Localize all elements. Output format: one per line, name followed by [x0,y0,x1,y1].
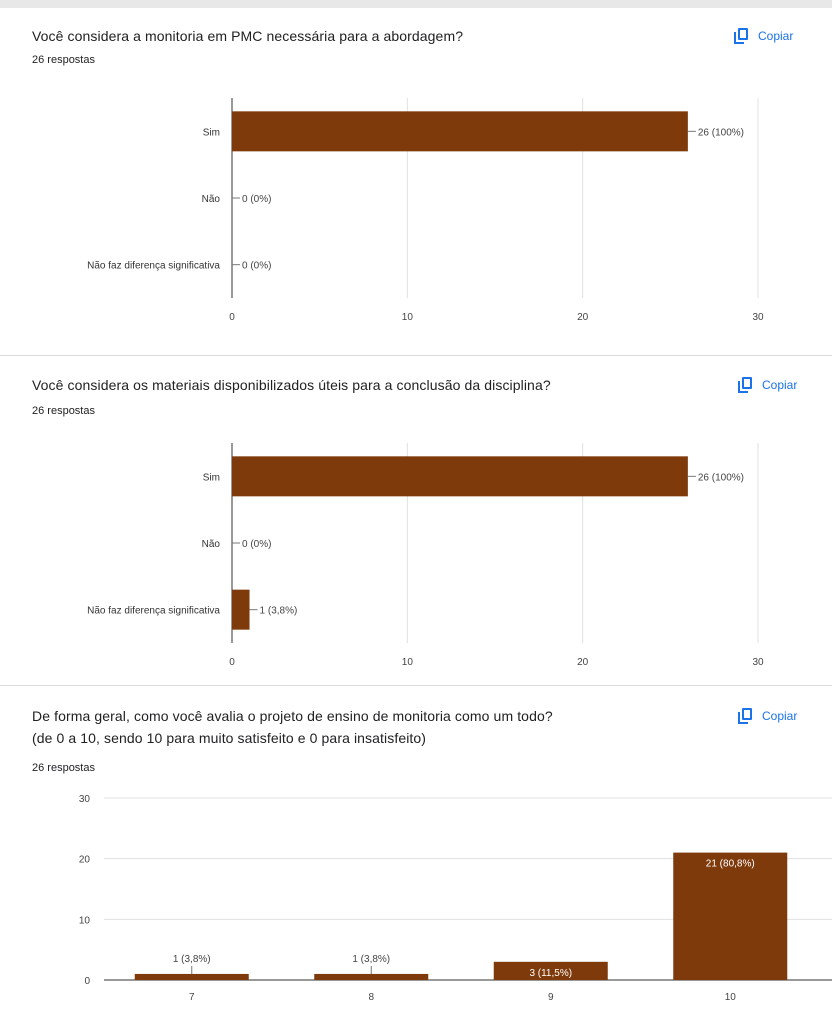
y-tick-label: 20 [79,855,91,866]
bar [232,111,688,152]
x-tick-label: 0 [229,312,235,323]
question-card-1: Você considera a monitoria em PMC necess… [0,10,832,356]
y-category-label: Não [202,539,221,550]
y-category-label: Sim [203,127,220,138]
y-category-label: Sim [203,472,220,483]
bar [134,973,249,980]
question-subtitle: (de 0 a 10, sendo 10 para muito satisfei… [32,730,427,746]
response-count: 26 respostas [32,54,95,66]
x-tick-label: 30 [752,657,764,668]
y-category-label: Não faz diferença significativa [87,606,220,617]
data-label: 0 (0%) [242,261,271,272]
top-strip [0,0,832,8]
copy-button-label: Copiar [762,709,798,723]
question-title: De forma geral, como você avalia o proje… [32,708,553,724]
x-tick-label: 20 [577,312,589,323]
x-category-label: 9 [548,992,554,1003]
data-label: 0 (0%) [242,194,271,205]
x-tick-label: 0 [229,657,235,668]
data-label: 26 (100%) [698,127,744,138]
response-count: 26 respostas [32,762,95,774]
x-tick-label: 10 [402,312,414,323]
copy-icon [734,28,750,44]
question-card-2: Você considera os materiais disponibiliz… [0,357,832,686]
question-title: Você considera a monitoria em PMC necess… [32,28,464,44]
data-label: 0 (0%) [242,539,271,550]
copy-button[interactable]: Copiar [738,708,797,724]
copy-button-label: Copiar [762,378,798,392]
bar-chart-2: 0 10 20 30 Sim 26 (100%) Não 0 (0%) Não faz dife… [87,443,764,668]
copy-button[interactable]: Copiar [738,377,797,393]
y-tick-label: 0 [84,976,90,987]
data-label: 1 (3,8%) [260,606,298,617]
response-count: 26 respostas [32,405,95,417]
x-category-label: 7 [189,992,195,1003]
x-category-label: 10 [725,992,737,1003]
bar-chart-1: 0 10 20 30 Sim 26 (100%) Não 0 (0%) Não faz dife… [87,98,764,323]
copy-button-label: Copiar [758,29,794,43]
x-tick-label: 20 [577,657,589,668]
data-label: 1 (3,8%) [352,954,390,965]
bar-chart-3: 0 10 20 30 7 1 (3,8%) 8 1 (3,8%) 9 3 (11,5%) 10 21 … [79,794,832,1003]
x-tick-label: 30 [752,312,764,323]
bar [314,973,429,980]
bar [673,852,788,980]
data-label: 3 (11,5%) [529,968,572,979]
bar [232,589,250,630]
copy-icon [738,377,754,393]
data-label: 21 (80,8%) [706,859,755,870]
x-tick-label: 10 [402,657,414,668]
y-category-label: Não faz diferença significativa [87,261,220,272]
data-label: 26 (100%) [698,472,744,483]
copy-button[interactable]: Copiar [734,28,793,44]
question-card-3: De forma geral, como você avalia o proje… [0,688,832,1028]
x-category-label: 8 [368,992,374,1003]
data-label: 1 (3,8%) [173,954,211,965]
bar [232,456,688,497]
question-title: Você considera os materiais disponibiliz… [32,377,551,393]
y-category-label: Não [202,194,221,205]
y-tick-label: 30 [79,794,91,805]
bar [493,961,608,980]
copy-icon [738,708,754,724]
y-tick-label: 10 [79,915,91,926]
